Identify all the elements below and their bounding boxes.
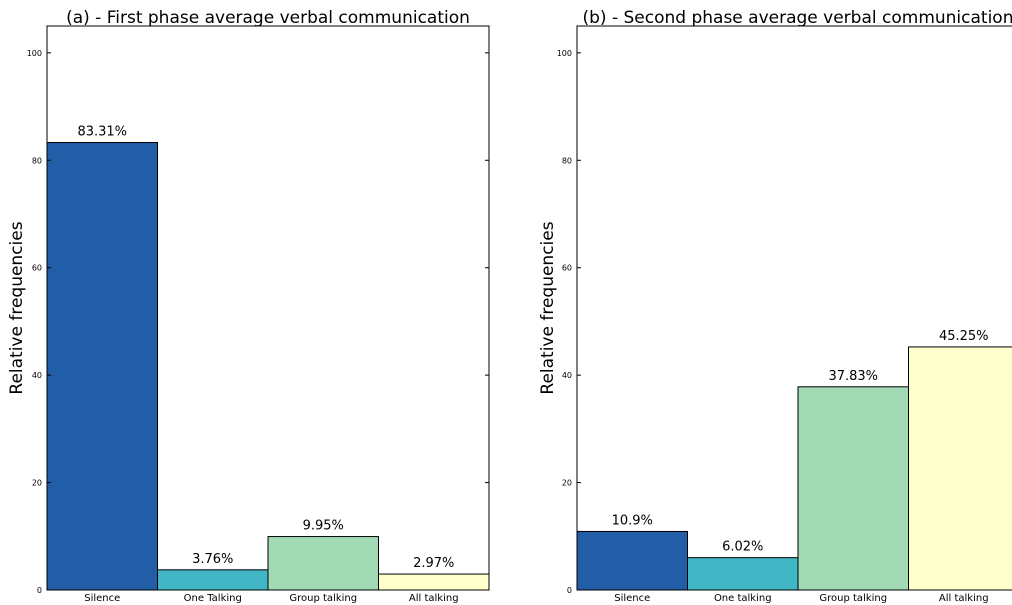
chart-panel-2: 10.9% Silence 6.02% One talking 37.83% Group … — [538, 8, 1012, 604]
y-tick-label: 60 — [562, 264, 572, 273]
data-label: 9.95% — [303, 519, 344, 534]
axes-frame — [576, 25, 1012, 591]
y-tick-label: 0 — [567, 586, 572, 595]
y-tick-label: 40 — [32, 371, 42, 380]
x-tick-label: One talking — [714, 593, 772, 604]
y-axis-label: Relative frequencies — [538, 221, 558, 394]
data-label: 10.9% — [612, 513, 653, 528]
x-tick-label: Group talking — [819, 593, 887, 604]
bar — [797, 386, 909, 591]
chart-panel-1: 83.31% Silence 3.76% One Talking 9.95% Group … — [7, 8, 490, 604]
bar — [687, 557, 799, 591]
y-tick-label: 20 — [32, 479, 42, 488]
y-axis-label: Relative frequencies — [7, 221, 27, 394]
bar — [46, 142, 158, 591]
axes-frame — [46, 25, 490, 591]
bar — [378, 573, 490, 591]
y-tick-label: 0 — [37, 586, 42, 595]
y-tick-label: 80 — [32, 156, 42, 165]
data-label: 2.97% — [413, 556, 454, 571]
data-label: 45.25% — [939, 329, 989, 344]
y-tick-label: 40 — [562, 371, 572, 380]
y-tick-label: 100 — [27, 49, 42, 58]
data-label: 83.31% — [77, 125, 127, 140]
data-label: 6.02% — [722, 540, 763, 555]
y-tick-label: 20 — [562, 479, 572, 488]
y-tick-label: 60 — [32, 264, 42, 273]
chart-title: (b) - Second phase average verbal commun… — [583, 8, 1012, 28]
bar — [576, 530, 688, 591]
bar — [908, 346, 1012, 591]
chart-title: (a) - First phase average verbal communi… — [66, 8, 470, 28]
y-tick-label: 80 — [562, 156, 572, 165]
x-tick-label: Silence — [84, 593, 120, 604]
x-tick-label: One Talking — [184, 593, 242, 604]
x-tick-label: Group talking — [289, 593, 357, 604]
data-label: 37.83% — [828, 369, 878, 384]
y-tick-label: 100 — [557, 49, 572, 58]
x-tick-label: Silence — [614, 593, 650, 604]
data-label: 3.76% — [192, 552, 233, 567]
x-tick-label: All talking — [939, 593, 989, 604]
x-tick-label: All talking — [409, 593, 459, 604]
bar — [157, 569, 269, 591]
bar — [267, 536, 379, 591]
